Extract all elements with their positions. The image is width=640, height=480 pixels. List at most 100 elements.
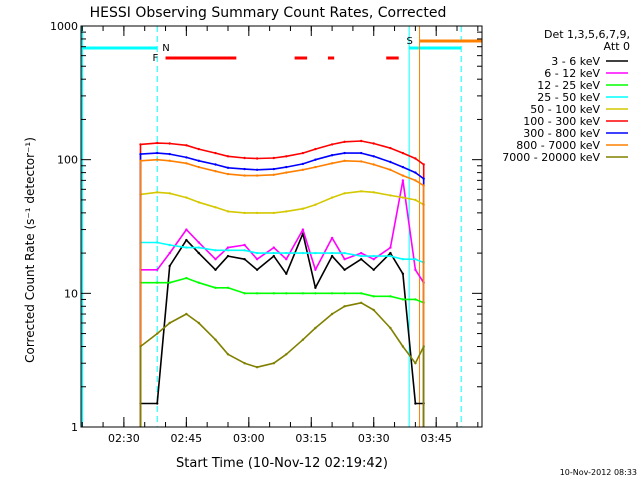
- data-point: [156, 241, 159, 244]
- data-point: [214, 286, 217, 289]
- data-point: [389, 194, 392, 197]
- data-point: [185, 196, 188, 199]
- data-point: [314, 165, 317, 169]
- data-point: [156, 268, 159, 271]
- data-point: [301, 228, 305, 231]
- data-point: [343, 140, 346, 143]
- data-point: [330, 254, 334, 258]
- data-point: [214, 163, 217, 166]
- data-point: [226, 353, 230, 356]
- data-point: [314, 286, 317, 289]
- data-point: [197, 281, 200, 284]
- x-tick-label: 02:30: [108, 432, 140, 445]
- data-point: [343, 268, 346, 271]
- data-point: [197, 321, 200, 325]
- data-point: [197, 251, 200, 255]
- data-point: [414, 198, 417, 202]
- data-point: [422, 345, 425, 348]
- y-tick-label: 1000: [50, 20, 78, 33]
- data-point: [422, 163, 425, 166]
- data-point: [372, 308, 375, 312]
- data-point: [422, 184, 425, 187]
- data-point: [343, 151, 346, 155]
- data-point: [214, 258, 217, 261]
- data-point: [301, 338, 305, 341]
- data-point: [401, 196, 405, 199]
- data-point: [255, 251, 259, 255]
- night-marker-label: N: [162, 43, 169, 54]
- y-tick-label: 100: [57, 154, 78, 167]
- data-point: [314, 251, 317, 255]
- data-point: [343, 159, 346, 162]
- data-point: [255, 211, 259, 215]
- data-point: [314, 326, 317, 330]
- data-point: [185, 238, 188, 242]
- data-point: [168, 159, 171, 162]
- data-point: [360, 258, 363, 261]
- data-point: [185, 162, 188, 165]
- data-point: [372, 191, 375, 194]
- data-point: [272, 156, 275, 160]
- data-point: [243, 167, 246, 171]
- data-point: [214, 338, 217, 341]
- data-point: [285, 251, 288, 255]
- data-point: [422, 177, 425, 180]
- data-point: [360, 251, 363, 255]
- saa-marker-label: S: [407, 36, 413, 47]
- data-point: [285, 258, 288, 261]
- data-point: [185, 228, 188, 231]
- legend-header-line2: Att 0: [604, 40, 630, 53]
- data-point: [401, 151, 405, 155]
- data-point: [139, 143, 142, 146]
- data-point: [156, 151, 159, 155]
- data-point: [243, 243, 246, 247]
- data-point: [197, 246, 200, 249]
- data-point: [168, 243, 171, 247]
- data-point: [214, 170, 217, 173]
- data-point: [272, 251, 275, 255]
- footer-date: 10-Nov-2012 08:33: [560, 468, 637, 477]
- data-point: [185, 276, 188, 280]
- y-tick-label: 10: [64, 287, 78, 300]
- data-point: [343, 251, 346, 255]
- legend-label: 12 - 25 keV: [537, 79, 600, 92]
- data-point: [214, 268, 217, 271]
- data-point: [343, 258, 346, 261]
- data-point: [272, 211, 275, 215]
- x-tick-label: 03:00: [233, 432, 265, 445]
- data-point: [185, 156, 188, 159]
- data-point: [255, 268, 259, 271]
- data-point: [360, 139, 363, 143]
- data-point: [156, 402, 159, 405]
- data-point: [156, 141, 159, 145]
- data-point: [272, 254, 275, 258]
- x-tick-label: 03:30: [358, 432, 390, 445]
- legend-label: 6 - 12 keV: [544, 67, 600, 80]
- data-point: [414, 258, 417, 261]
- x-axis-label: Start Time (10-Nov-12 02:19:42): [176, 456, 388, 471]
- data-point: [330, 143, 334, 146]
- data-point: [255, 168, 259, 171]
- data-point: [389, 168, 392, 171]
- data-point: [372, 268, 375, 271]
- data-point: [401, 272, 405, 275]
- data-point: [372, 142, 375, 145]
- legend-label: 800 - 7000 keV: [516, 139, 600, 152]
- data-point: [360, 292, 363, 295]
- data-point: [343, 292, 346, 295]
- legend-label: 25 - 50 keV: [537, 91, 600, 104]
- data-point: [414, 171, 417, 174]
- data-point: [401, 179, 405, 182]
- data-point: [301, 151, 305, 155]
- legend-label: 3 - 6 keV: [551, 55, 600, 68]
- data-point: [360, 190, 363, 193]
- data-point: [214, 249, 217, 252]
- data-point: [360, 151, 363, 155]
- data-point: [401, 345, 405, 348]
- data-point: [330, 236, 334, 240]
- data-point: [389, 326, 392, 330]
- data-point: [389, 146, 392, 150]
- data-point: [168, 281, 171, 284]
- data-point: [301, 292, 305, 295]
